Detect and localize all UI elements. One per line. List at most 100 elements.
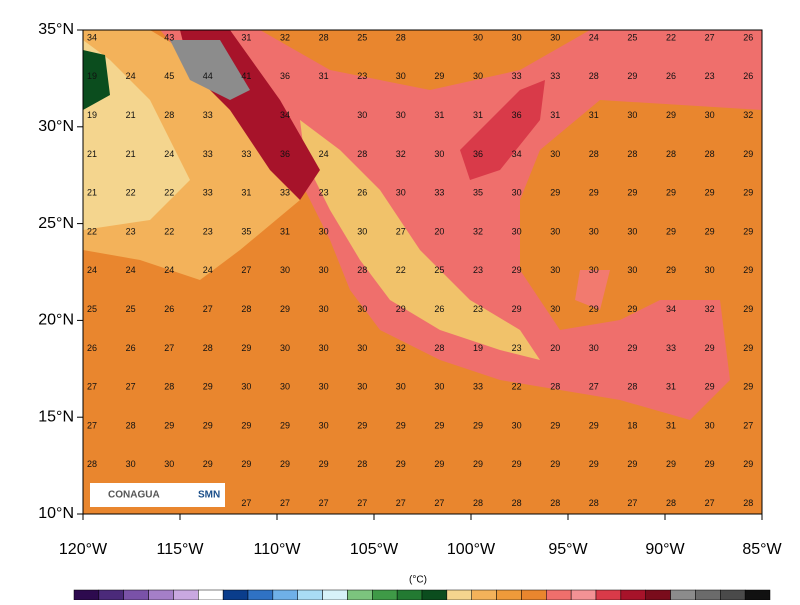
temperature-value: 26 xyxy=(164,304,174,314)
colorbar-swatch xyxy=(595,589,622,601)
temperature-value: 33 xyxy=(203,188,213,198)
temperature-value: 29 xyxy=(743,265,753,275)
temperature-value: 30 xyxy=(589,343,599,353)
temperature-value: 28 xyxy=(666,498,676,508)
temperature-value: 29 xyxy=(743,382,753,392)
temperature-value: 30 xyxy=(357,304,367,314)
temperature-value: 25 xyxy=(627,32,637,42)
temperature-value: 30 xyxy=(550,265,560,275)
temperature-value: 26 xyxy=(743,32,753,42)
temperature-value: 30 xyxy=(164,459,174,469)
temperature-value: 31 xyxy=(550,110,560,120)
temperature-value: 30 xyxy=(319,265,329,275)
colorbar-swatch xyxy=(446,589,472,601)
temperature-value: 29 xyxy=(241,420,251,430)
temperature-value: 30 xyxy=(280,343,290,353)
temperature-value: 31 xyxy=(241,32,251,42)
colorbar-swatch xyxy=(421,589,448,601)
colorbar-swatch xyxy=(670,589,696,601)
temperature-value: 41 xyxy=(241,71,251,81)
temperature-value: 28 xyxy=(319,32,329,42)
colorbar-swatch xyxy=(744,589,771,601)
temperature-value: 29 xyxy=(743,343,753,353)
temperature-value: 18 xyxy=(627,420,637,430)
temperature-value: 30 xyxy=(396,382,406,392)
temperature-value: 29 xyxy=(473,420,483,430)
temperature-value: 28 xyxy=(126,420,136,430)
temperature-value: 28 xyxy=(743,498,753,508)
temperature-value: 30 xyxy=(627,226,637,236)
temperature-value: 32 xyxy=(396,149,406,159)
temperature-value: 29 xyxy=(627,343,637,353)
temperature-value: 28 xyxy=(434,343,444,353)
colorbar-swatch xyxy=(521,589,547,601)
temperature-value: 26 xyxy=(126,343,136,353)
temperature-value: 28 xyxy=(241,304,251,314)
hot-zone xyxy=(170,40,250,100)
colorbar-swatch xyxy=(695,589,721,601)
temperature-value: 29 xyxy=(705,459,715,469)
temperature-value: 29 xyxy=(705,188,715,198)
temperature-value: 28 xyxy=(87,459,97,469)
temperature-value: 35 xyxy=(473,188,483,198)
lat-label: 10°N xyxy=(38,505,74,522)
temperature-value: 27 xyxy=(241,265,251,275)
temperature-value: 29 xyxy=(164,420,174,430)
temperature-value: 26 xyxy=(743,71,753,81)
temperature-value: 27 xyxy=(357,498,367,508)
temperature-value: 22 xyxy=(126,188,136,198)
colorbar-swatch xyxy=(570,589,597,601)
temperature-value: 28 xyxy=(627,149,637,159)
temperature-value: 27 xyxy=(87,382,97,392)
temperature-value: 29 xyxy=(512,304,522,314)
temperature-value: 29 xyxy=(743,149,753,159)
temperature-value: 30 xyxy=(589,226,599,236)
map-field xyxy=(83,30,762,514)
temperature-value: 30 xyxy=(627,265,637,275)
temperature-value: 30 xyxy=(357,110,367,120)
cool-zone xyxy=(83,50,110,110)
temperature-value: 44 xyxy=(203,71,213,81)
temperature-value: 20 xyxy=(434,226,444,236)
temperature-value: 28 xyxy=(357,459,367,469)
temperature-value: 27 xyxy=(164,343,174,353)
temperature-value: 33 xyxy=(473,382,483,392)
temperature-value: 29 xyxy=(666,459,676,469)
temperature-value: 28 xyxy=(357,265,367,275)
temperature-value: 29 xyxy=(512,459,522,469)
temperature-value: 28 xyxy=(589,149,599,159)
temperature-value: 33 xyxy=(666,343,676,353)
temperature-value: 29 xyxy=(705,226,715,236)
temperature-value: 30 xyxy=(512,188,522,198)
lon-label: 110°W xyxy=(253,541,301,558)
temperature-value: 27 xyxy=(126,382,136,392)
temperature-value: 30 xyxy=(705,420,715,430)
temperature-value: 30 xyxy=(319,343,329,353)
temperature-value: 23 xyxy=(357,71,367,81)
temperature-value: 29 xyxy=(396,459,406,469)
colorbar-swatch xyxy=(396,589,423,601)
temperature-value: 29 xyxy=(241,459,251,469)
temperature-value: 27 xyxy=(705,498,715,508)
colorbar-swatch xyxy=(297,589,323,601)
temperature-value: 28 xyxy=(357,149,367,159)
temperature-value: 23 xyxy=(512,343,522,353)
colorbar-swatch xyxy=(148,589,174,601)
temperature-value: 29 xyxy=(280,459,290,469)
temperature-value: 22 xyxy=(164,188,174,198)
temperature-value: 24 xyxy=(126,265,136,275)
temperature-value: 34 xyxy=(512,149,522,159)
temperature-value: 43 xyxy=(164,32,174,42)
temperature-value: 29 xyxy=(203,382,213,392)
lon-label: 115°W xyxy=(156,541,204,558)
lat-label: 30°N xyxy=(38,118,74,135)
temperature-value: 28 xyxy=(627,382,637,392)
temperature-value: 24 xyxy=(164,149,174,159)
temperature-value: 24 xyxy=(164,265,174,275)
temperature-value: 29 xyxy=(589,188,599,198)
temperature-value: 28 xyxy=(164,110,174,120)
temperature-value: 32 xyxy=(705,304,715,314)
temperature-value: 28 xyxy=(589,498,599,508)
colorbar-swatch xyxy=(496,589,522,601)
temperature-value: 29 xyxy=(705,382,715,392)
